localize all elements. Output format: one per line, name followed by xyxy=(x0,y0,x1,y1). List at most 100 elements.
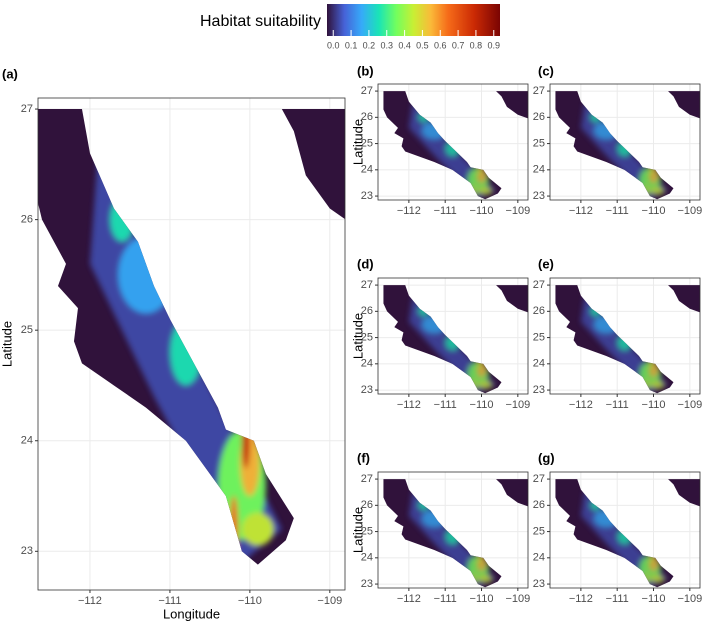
x-tick-label: −111 xyxy=(606,593,629,605)
map-panel: −112 −111 −110 −109 23 24 25 26 27 (c) xyxy=(533,63,702,217)
map-panel: −112 −111 −110 −109 23 24 25 26 27 (e) xyxy=(533,256,702,411)
land-shape xyxy=(496,285,528,313)
y-tick-label: 25 xyxy=(533,331,545,343)
colorbar-tick-label: 0.1 xyxy=(345,40,358,50)
colorbar-tick-label: 0.4 xyxy=(398,40,411,50)
y-tick-label: 24 xyxy=(533,358,545,370)
x-tick-label: −110 xyxy=(470,399,494,411)
x-tick-label: −112 xyxy=(78,595,102,607)
y-tick-label: 26 xyxy=(533,499,545,511)
panel-label: (f) xyxy=(357,450,370,465)
y-tick-label: 25 xyxy=(361,331,373,343)
x-tick-label: −110 xyxy=(642,205,666,217)
y-axis-title: Latitude xyxy=(0,321,14,367)
land xyxy=(383,285,528,394)
y-tick-label: 25 xyxy=(361,137,373,149)
map-panel: −112 −111 −110 −109 23 24 25 26 27 (a) Latitude Lon… xyxy=(0,66,346,621)
x-tick-label: −112 xyxy=(397,593,421,605)
x-tick-label: −111 xyxy=(158,595,181,607)
y-tick-label: 23 xyxy=(361,384,373,396)
x-tick-label: −111 xyxy=(434,593,457,605)
y-tick-label: 25 xyxy=(533,525,545,537)
x-axis-title: Longitude xyxy=(163,606,220,621)
x-tick-label: −111 xyxy=(606,399,629,411)
x-tick-label: −111 xyxy=(434,399,457,411)
panel-label: (d) xyxy=(357,256,374,271)
colorbar-tick-label: 0.9 xyxy=(487,40,500,50)
x-tick-label: −109 xyxy=(505,399,530,411)
y-tick-label: 25 xyxy=(21,324,33,336)
y-tick-label: 26 xyxy=(361,305,373,317)
y-tick-label: 26 xyxy=(21,214,33,226)
y-tick-label: 26 xyxy=(533,305,545,317)
land xyxy=(38,109,345,565)
y-tick-label: 26 xyxy=(361,499,373,511)
x-tick-label: −111 xyxy=(606,205,629,217)
y-tick-label: 23 xyxy=(361,578,373,590)
y-tick-label: 25 xyxy=(533,137,545,149)
x-tick-label: −109 xyxy=(677,205,702,217)
x-tick-label: −109 xyxy=(317,595,342,607)
y-tick-label: 27 xyxy=(533,473,545,485)
y-tick-label: 23 xyxy=(361,190,373,202)
x-tick-label: −110 xyxy=(238,595,262,607)
panel-label: (a) xyxy=(2,66,18,81)
y-tick-label: 23 xyxy=(21,545,33,557)
y-tick-label: 27 xyxy=(361,473,373,485)
map-panel: −112 −111 −110 −109 23 24 25 26 27 (f) Latitude xyxy=(350,450,530,605)
x-tick-label: −112 xyxy=(569,205,593,217)
y-tick-label: 27 xyxy=(361,85,373,97)
colorbar-tick-label: 0.3 xyxy=(380,40,393,50)
colorbar-tick-label: 0.7 xyxy=(452,40,465,50)
y-tick-label: 27 xyxy=(21,103,33,115)
x-tick-label: −111 xyxy=(434,205,457,217)
x-tick-label: −110 xyxy=(470,205,494,217)
panel-label: (b) xyxy=(357,63,374,78)
land-shape xyxy=(281,109,345,220)
colorbar-tick-label: 0.0 xyxy=(327,40,340,50)
y-tick-label: 26 xyxy=(361,111,373,123)
y-tick-label: 24 xyxy=(361,358,373,370)
land-shape xyxy=(496,479,528,507)
colorbar-tick-label: 0.8 xyxy=(470,40,483,50)
y-tick-label: 24 xyxy=(361,164,373,176)
y-tick-label: 26 xyxy=(533,111,545,123)
panel-label: (c) xyxy=(538,63,554,78)
y-tick-label: 24 xyxy=(21,435,33,447)
land-shape xyxy=(668,479,700,507)
y-tick-label: 23 xyxy=(533,384,545,396)
map-panel: −112 −111 −110 −109 23 24 25 26 27 (g) xyxy=(533,450,702,605)
panel-border xyxy=(377,471,529,589)
land-shape xyxy=(496,91,528,119)
panel-border xyxy=(549,471,701,589)
panel-border xyxy=(377,83,529,201)
x-tick-label: −110 xyxy=(642,593,666,605)
y-tick-label: 24 xyxy=(533,164,545,176)
colorbar-tick-label: 0.6 xyxy=(434,40,447,50)
land-shape xyxy=(668,285,700,313)
y-tick-label: 25 xyxy=(361,525,373,537)
land-shape xyxy=(668,91,700,119)
y-tick-label: 24 xyxy=(361,552,373,564)
colorbar xyxy=(327,4,500,36)
x-tick-label: −112 xyxy=(397,399,421,411)
panel-border xyxy=(549,277,701,395)
x-tick-label: −110 xyxy=(642,399,666,411)
land xyxy=(555,285,700,394)
y-tick-label: 27 xyxy=(533,279,545,291)
x-tick-label: −112 xyxy=(397,205,421,217)
x-tick-label: −109 xyxy=(677,593,702,605)
x-tick-label: −110 xyxy=(470,593,494,605)
panel-border xyxy=(549,83,701,201)
x-tick-label: −109 xyxy=(505,593,530,605)
panel-label: (e) xyxy=(538,256,554,271)
y-tick-label: 23 xyxy=(533,578,545,590)
land xyxy=(383,91,528,200)
legend-title: Habitat suitability xyxy=(200,13,321,30)
panel-border xyxy=(37,97,346,591)
colorbar-tick-label: 0.5 xyxy=(416,40,429,50)
x-tick-label: −109 xyxy=(505,205,530,217)
y-tick-label: 23 xyxy=(533,190,545,202)
y-axis-title: Latitude xyxy=(350,313,365,359)
